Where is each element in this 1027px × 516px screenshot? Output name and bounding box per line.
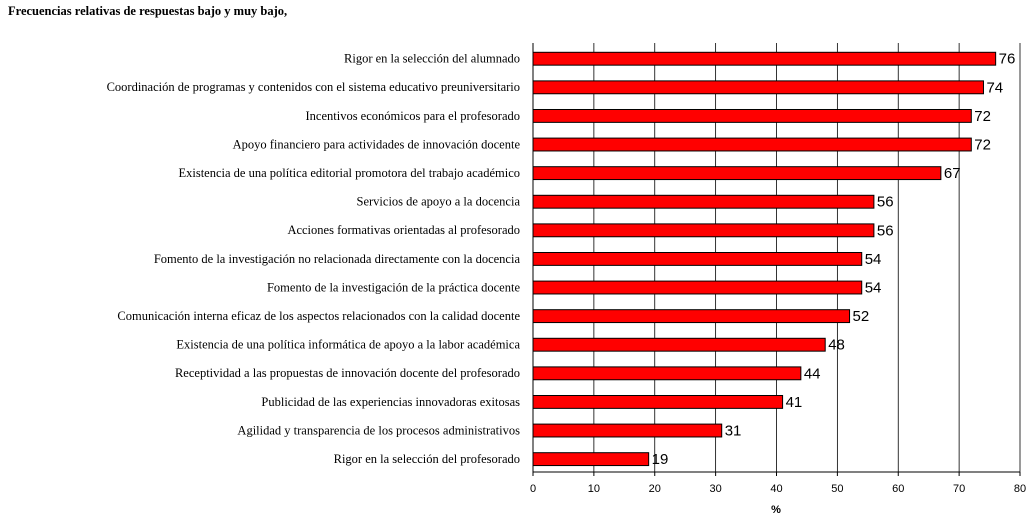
y-tick-label: Rigor en la selección del alumnado (344, 52, 520, 66)
data-label: 56 (877, 194, 894, 211)
y-tick-label: Apoyo financiero para actividades de inn… (233, 137, 521, 151)
y-tick-label: Acciones formativas orientadas al profes… (287, 223, 520, 237)
bar (532, 251, 863, 266)
y-tick-label: Incentivos económicos para el profesorad… (305, 109, 520, 123)
bar (532, 309, 851, 324)
data-label: 72 (974, 136, 991, 153)
data-label: 52 (853, 308, 870, 325)
x-tick-label: 70 (953, 483, 965, 495)
y-tick-label: Agilidad y transparencia de los procesos… (237, 423, 520, 437)
x-tick-label: 20 (649, 483, 661, 495)
x-tick-label: 10 (588, 483, 600, 495)
data-label: 44 (804, 365, 821, 382)
x-axis-label: % (771, 504, 781, 516)
y-tick-label: Comunicación interna eficaz de los aspec… (117, 309, 520, 323)
bar (532, 80, 984, 95)
bar (532, 51, 997, 66)
data-label: 48 (828, 337, 845, 354)
data-label: 76 (999, 51, 1016, 68)
bar (532, 137, 972, 152)
data-label: 56 (877, 222, 894, 239)
chart-title: Frecuencias relativas de respuestas bajo… (8, 4, 287, 18)
bar (532, 166, 942, 181)
y-tick-label: Fomento de la investigación de la prácti… (267, 280, 520, 294)
data-label: 74 (986, 79, 1003, 96)
x-tick-label: 60 (892, 483, 904, 495)
y-tick-label: Coordinación de programas y contenidos c… (107, 80, 520, 94)
x-tick-label: 80 (1014, 483, 1026, 495)
data-label: 54 (865, 279, 882, 296)
bar (532, 280, 863, 295)
data-label: 72 (974, 108, 991, 125)
y-tick-label: Servicios de apoyo a la docencia (357, 195, 521, 209)
data-label: 54 (865, 251, 882, 268)
x-tick-label: 50 (831, 483, 843, 495)
bar (532, 423, 723, 438)
y-tick-label: Existencia de una política editorial pro… (178, 166, 520, 180)
bar (532, 223, 875, 238)
bar (532, 452, 650, 467)
bar (532, 194, 875, 209)
x-tick-label: 30 (710, 483, 722, 495)
data-label: 67 (944, 165, 961, 182)
y-tick-label: Rigor en la selección del profesorado (334, 452, 520, 466)
x-tick-label: 40 (770, 483, 782, 495)
y-tick-label: Receptividad a las propuestas de innovac… (175, 366, 520, 380)
bar (532, 337, 826, 352)
x-tick-label: 0 (530, 483, 536, 495)
data-label: 41 (786, 394, 803, 411)
data-label: 31 (725, 422, 742, 439)
bar (532, 108, 972, 123)
bar (532, 366, 802, 381)
y-tick-label: Existencia de una política informática d… (176, 338, 520, 352)
data-label: 19 (652, 451, 669, 468)
y-tick-label: Publicidad de las experiencias innovador… (261, 395, 520, 409)
y-tick-label: Fomento de la investigación no relaciona… (154, 252, 521, 266)
bar (532, 394, 784, 409)
